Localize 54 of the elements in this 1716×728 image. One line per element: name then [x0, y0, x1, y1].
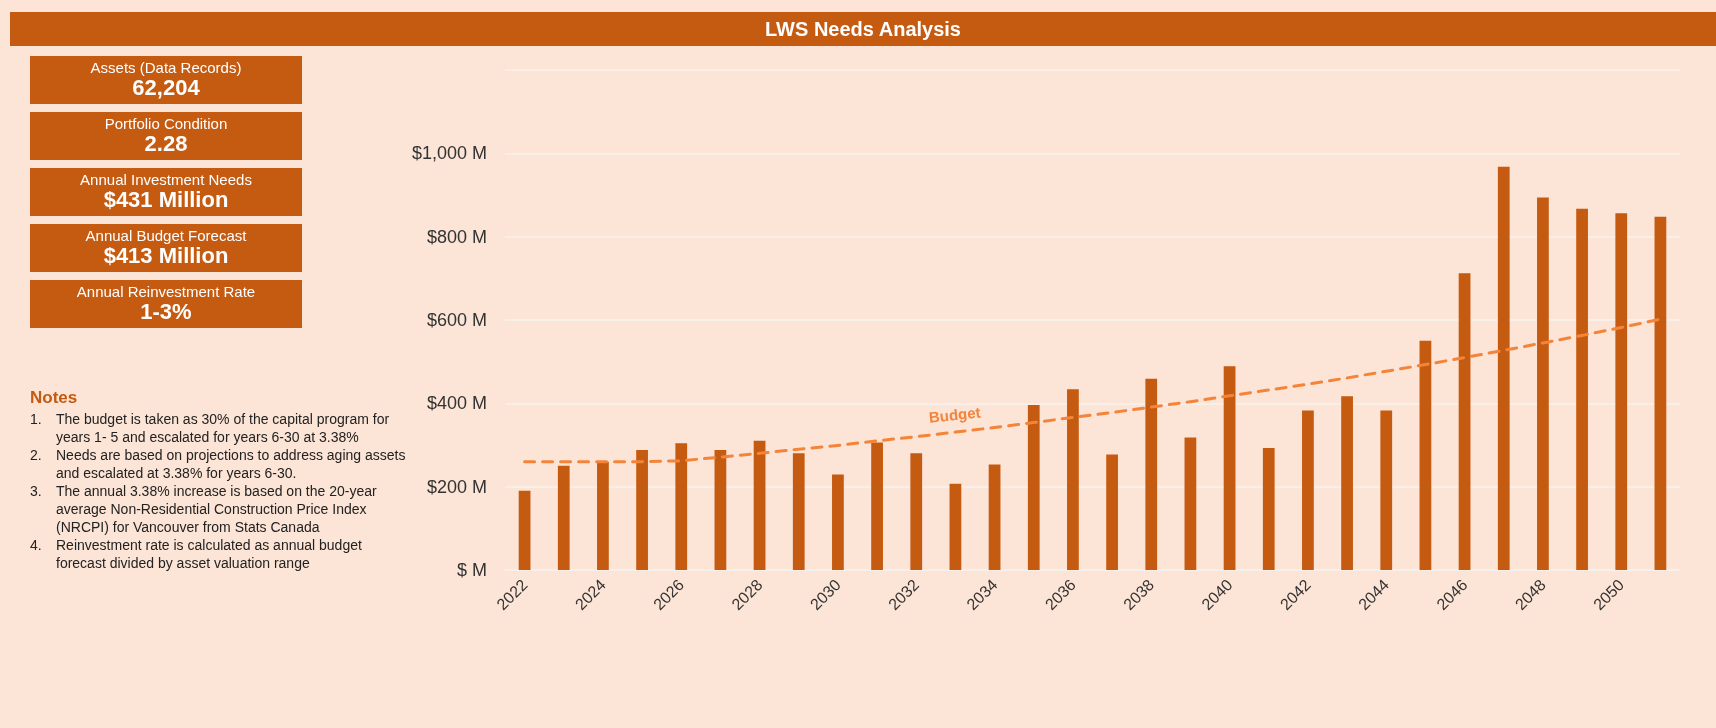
bar [1106, 454, 1118, 570]
bar [714, 450, 727, 570]
bar [1302, 410, 1314, 570]
text: Budget [928, 403, 982, 426]
bar [1537, 197, 1549, 570]
line-series [523, 317, 1662, 464]
text: 3. The annual 3.38% increase is based on the 20-year average Non-Residential Construction Price Index (NRCPI) for Vancouver from Stats Canada [30, 482, 378, 536]
text: 62,204 [131, 75, 200, 100]
bar [1027, 405, 1040, 570]
text: 2. Needs are based on projections to address aging assets and escalated at 3.38% for years 6-30. [30, 446, 407, 482]
bar [792, 453, 805, 570]
text: Annual Budget Forecast [84, 227, 248, 244]
bar [949, 483, 962, 570]
bar [675, 443, 688, 570]
y-tick-label: $400 M [426, 393, 487, 414]
bar [518, 490, 531, 570]
text: Notes [30, 388, 79, 408]
bar [988, 464, 1001, 570]
text: $413 Million [102, 243, 230, 268]
bar [753, 440, 766, 570]
bar [636, 450, 648, 570]
y-tick-label: $800 M [426, 226, 487, 247]
bar [1184, 437, 1197, 570]
bar [1145, 378, 1158, 570]
text: Annual Reinvestment Rate [75, 283, 257, 300]
bar [1458, 273, 1471, 570]
text: $431 Million [102, 187, 230, 212]
y-tick-label: $ M [456, 560, 487, 580]
bar [1576, 208, 1588, 570]
bar [1380, 410, 1393, 570]
bar [910, 453, 923, 570]
bar [1067, 389, 1079, 570]
text: 2.28 [143, 131, 189, 156]
text: 4. Reinvestment rate is calculated as annual budget forecast divided by asset valuation range [30, 536, 363, 572]
y-tick-label: $600 M [426, 310, 487, 330]
text: Assets (Data Records) [89, 59, 243, 76]
bar [557, 465, 570, 570]
bar [1223, 366, 1236, 570]
text: 1. The budget is taken as 30% of the capital program for years 1- 5 and escalated for years 6-30 at 3.38% [30, 410, 391, 446]
y-tick-label: $1,000 M [411, 143, 487, 164]
bar [1341, 396, 1353, 570]
text: Portfolio Condition [103, 115, 229, 132]
bar [1615, 213, 1628, 570]
bar [871, 442, 883, 570]
y-tick-label: $200 M [426, 476, 487, 497]
text: Annual Investment Needs [79, 171, 253, 188]
bar [1419, 340, 1432, 570]
bar [597, 461, 609, 570]
bar [1497, 166, 1510, 570]
text: 1-3% [139, 299, 193, 324]
bar [1654, 216, 1667, 570]
bar [1262, 447, 1275, 570]
chart-title: LWS Needs Analysis [10, 12, 1716, 46]
bar [832, 474, 844, 570]
